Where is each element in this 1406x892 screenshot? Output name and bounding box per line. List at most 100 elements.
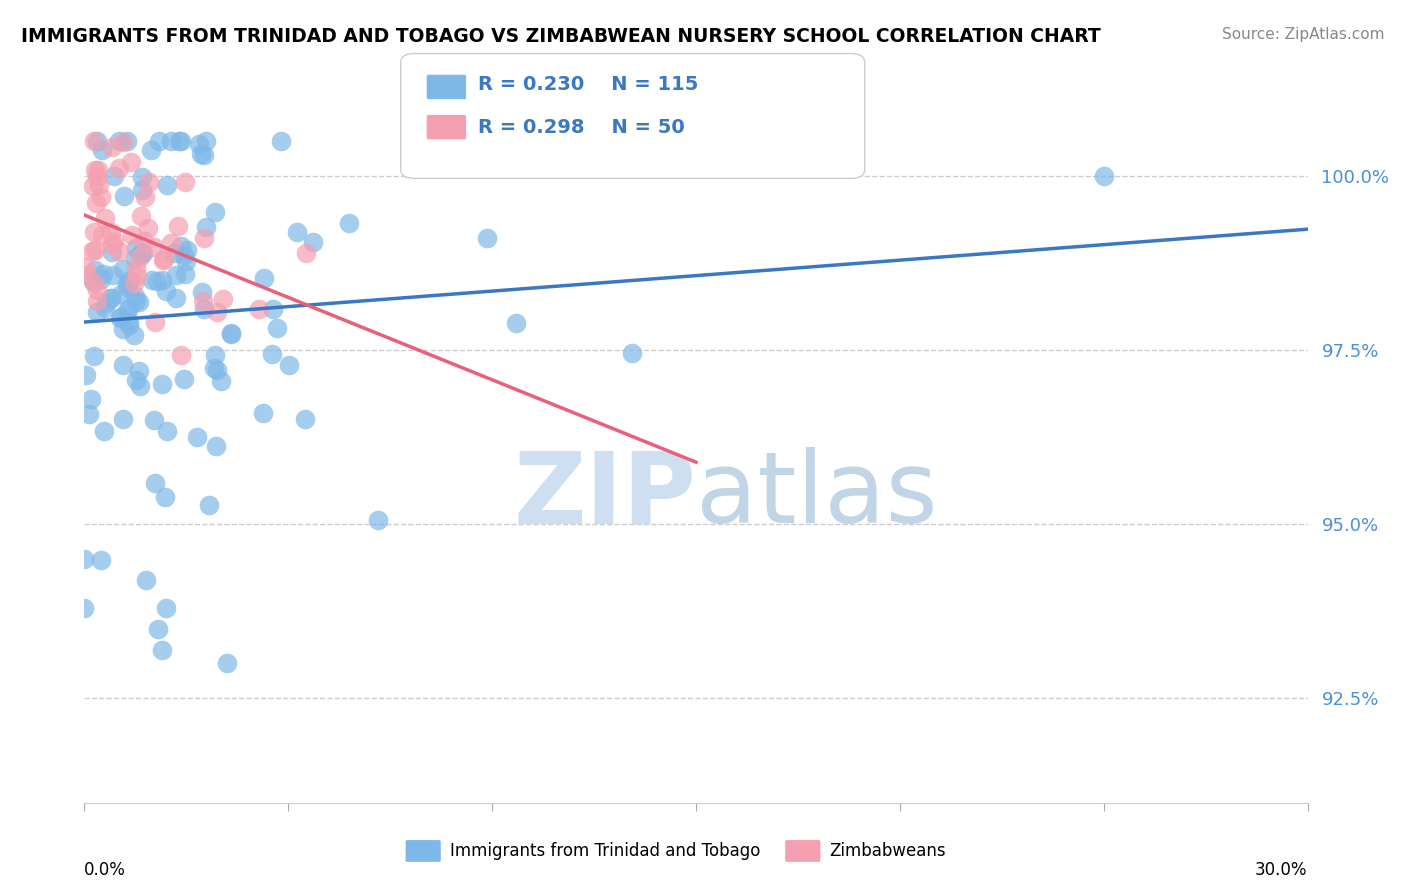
Point: [83, 226, 105, 240]
Point: [174, 254, 197, 268]
Point: [160, 134, 183, 148]
Point: [621, 345, 644, 359]
Point: [110, 286, 132, 301]
Point: [129, 247, 152, 261]
Point: [141, 143, 163, 157]
Point: [112, 188, 135, 202]
Point: [87, 162, 110, 177]
Text: R = 0.298    N = 50: R = 0.298 N = 50: [478, 118, 685, 137]
Point: [197, 498, 219, 512]
Point: [82, 273, 104, 287]
Point: [103, 234, 125, 248]
Point: [262, 301, 284, 316]
Point: [153, 491, 176, 505]
Point: [176, 244, 198, 258]
Point: [128, 295, 150, 310]
Point: [115, 134, 138, 148]
Point: [108, 310, 131, 325]
Point: [132, 246, 155, 260]
Point: [118, 301, 141, 316]
Point: [90, 272, 112, 286]
Text: Source: ZipAtlas.com: Source: ZipAtlas.com: [1222, 27, 1385, 42]
Point: [270, 134, 292, 148]
Point: [87, 178, 110, 193]
Point: [173, 372, 195, 386]
Point: [124, 251, 146, 265]
Point: [204, 439, 226, 453]
Point: [86, 195, 108, 210]
Point: [143, 315, 166, 329]
Text: IMMIGRANTS FROM TRINIDAD AND TOBAGO VS ZIMBABWEAN NURSERY SCHOOL CORRELATION CHA: IMMIGRANTS FROM TRINIDAD AND TOBAGO VS Z…: [21, 27, 1101, 45]
Point: [155, 284, 177, 298]
Point: [262, 347, 284, 361]
Text: atlas: atlas: [696, 447, 938, 544]
Point: [94, 301, 117, 315]
Point: [475, 231, 498, 245]
Point: [141, 273, 163, 287]
Point: [117, 280, 139, 294]
Point: [122, 276, 145, 290]
Point: [100, 291, 122, 305]
Point: [202, 360, 225, 375]
Point: [167, 219, 190, 233]
Point: [93, 268, 115, 282]
Point: [90, 228, 112, 243]
Point: [138, 175, 160, 189]
Point: [83, 277, 105, 291]
Point: [193, 147, 215, 161]
Point: [173, 248, 195, 262]
Point: [83, 262, 105, 277]
Point: [191, 285, 214, 299]
Point: [80, 244, 103, 258]
Point: [110, 310, 132, 325]
Point: [190, 147, 212, 161]
Point: [217, 657, 239, 671]
Point: [118, 315, 141, 329]
Point: [169, 134, 191, 148]
Point: [83, 349, 105, 363]
Point: [83, 134, 105, 148]
Point: [86, 284, 108, 298]
Point: [129, 210, 152, 224]
Point: [94, 211, 117, 225]
Point: [165, 291, 187, 305]
Point: [73, 552, 96, 566]
Point: [131, 169, 153, 184]
Point: [120, 273, 142, 287]
Point: [150, 642, 173, 657]
Point: [174, 267, 197, 281]
Point: [167, 134, 190, 148]
Point: [115, 277, 138, 292]
Point: [129, 245, 152, 260]
Point: [100, 291, 122, 305]
Point: [204, 205, 226, 219]
Point: [221, 326, 243, 340]
Point: [146, 622, 169, 636]
Point: [96, 295, 118, 310]
Point: [142, 413, 165, 427]
Point: [108, 161, 131, 175]
Point: [278, 358, 301, 372]
Point: [100, 225, 122, 239]
Point: [163, 246, 186, 260]
Point: [193, 231, 215, 245]
Point: [143, 240, 166, 254]
Point: [134, 190, 156, 204]
Point: [136, 221, 159, 235]
Point: [193, 302, 215, 317]
Point: [1092, 169, 1115, 183]
Point: [209, 374, 232, 388]
Point: [86, 294, 108, 309]
Point: [101, 268, 124, 282]
Point: [131, 183, 153, 197]
Text: Zimbabweans: Zimbabweans: [830, 842, 946, 860]
Point: [111, 358, 134, 372]
Text: Immigrants from Trinidad and Tobago: Immigrants from Trinidad and Tobago: [450, 842, 761, 860]
Point: [122, 327, 145, 342]
Point: [90, 553, 112, 567]
Point: [73, 600, 96, 615]
Point: [367, 513, 389, 527]
Point: [207, 363, 229, 377]
Point: [125, 260, 148, 275]
Point: [125, 268, 148, 283]
